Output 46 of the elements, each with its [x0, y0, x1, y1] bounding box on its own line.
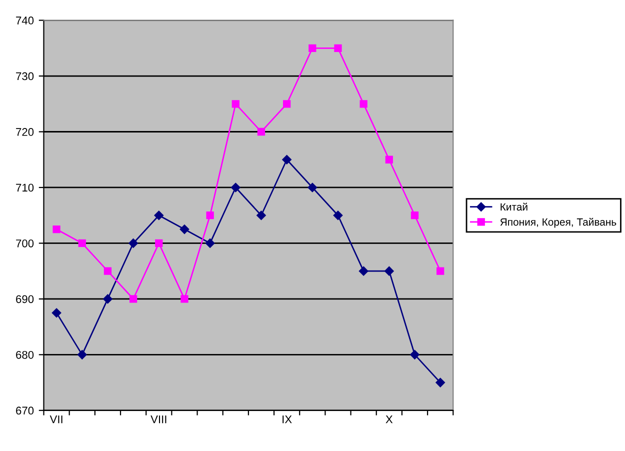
- point: [180, 295, 188, 303]
- y-tick-label: 740: [16, 16, 34, 24]
- point: [180, 224, 190, 234]
- point: [333, 210, 343, 220]
- point: [155, 239, 163, 248]
- y-tick-label: 700: [16, 239, 34, 248]
- point: [232, 100, 240, 108]
- y-tick-label: 710: [16, 184, 34, 192]
- point: [78, 350, 87, 360]
- point: [358, 266, 368, 276]
- legend-label: Япония, Корея, Тайвань: [500, 218, 616, 228]
- point: [205, 238, 215, 248]
- point: [256, 210, 266, 220]
- legend-label: Китай: [500, 202, 528, 211]
- y-tick-label: 680: [16, 350, 34, 359]
- point: [282, 100, 291, 108]
- point: [231, 182, 240, 192]
- x-tick-label: VIII: [150, 416, 166, 424]
- point: [385, 156, 393, 164]
- y-tick-label: 670: [16, 406, 34, 415]
- point: [104, 267, 112, 275]
- point: [334, 44, 342, 52]
- point: [52, 225, 60, 234]
- point: [206, 212, 214, 220]
- y-tick-label: 720: [16, 128, 34, 136]
- point: [129, 295, 138, 303]
- point: [308, 44, 316, 52]
- point: [52, 308, 62, 318]
- point: [154, 210, 164, 220]
- point: [308, 182, 318, 192]
- point: [103, 294, 112, 304]
- point: [78, 239, 86, 248]
- x-tick-label: VII: [50, 416, 62, 424]
- point: [410, 350, 420, 360]
- x-tick-label: X: [386, 416, 393, 424]
- point: [282, 155, 292, 164]
- point: [384, 266, 394, 276]
- point: [257, 128, 266, 136]
- y-tick-label: 690: [16, 295, 34, 304]
- x-tick-label: IX: [282, 416, 292, 424]
- y-tick-label: 730: [16, 72, 34, 80]
- point: [436, 378, 445, 388]
- point: [360, 100, 368, 108]
- point: [128, 238, 138, 248]
- point: [410, 212, 419, 220]
- point: [436, 267, 444, 275]
